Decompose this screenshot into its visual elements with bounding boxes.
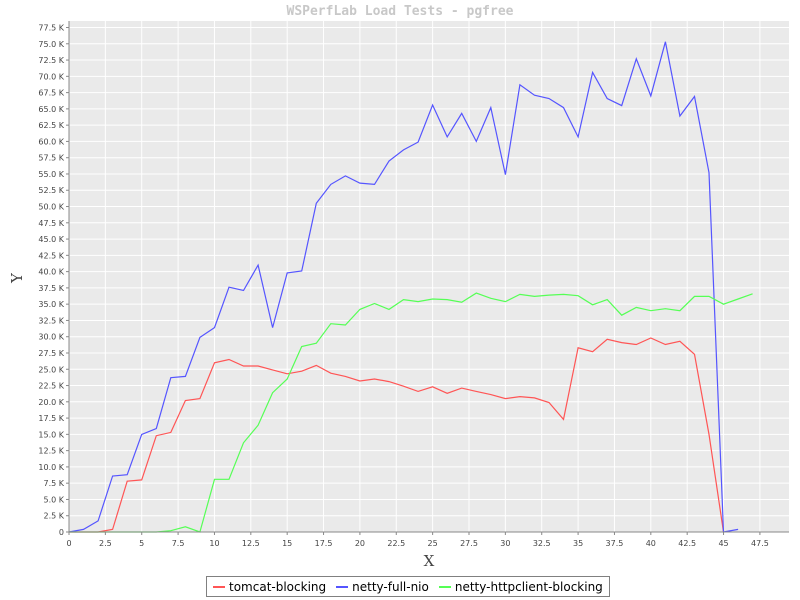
x-tick-label: 22.5 bbox=[387, 539, 405, 548]
x-tick-label: 35 bbox=[573, 539, 583, 548]
y-tick-label: 57.5 K bbox=[38, 154, 64, 163]
x-tick-label: 10 bbox=[209, 539, 219, 548]
y-tick-label: 20.0 K bbox=[38, 398, 64, 407]
legend-item-netty-full-nio: netty-full-nio bbox=[336, 580, 429, 594]
y-axis-ticks: 0 2.5 K 5.0 K 7.5 K 10.0 K 12.5 K 15.0 K 17.5 K… bbox=[38, 24, 69, 537]
y-tick-label: 40.0 K bbox=[38, 268, 64, 277]
legend-label: netty-httpclient-blocking bbox=[454, 579, 603, 594]
y-tick-label: 22.5 K bbox=[38, 382, 64, 391]
x-tick-label: 42.5 bbox=[678, 539, 696, 548]
y-tick-label: 45.0 K bbox=[38, 235, 64, 244]
y-tick-label: 42.5 K bbox=[38, 251, 64, 260]
x-tick-label: 12.5 bbox=[242, 539, 260, 548]
y-tick-label: 47.5 K bbox=[38, 219, 64, 228]
x-tick-label: 47.5 bbox=[751, 539, 769, 548]
y-tick-label: 15.0 K bbox=[38, 430, 64, 439]
y-tick-label: 25.0 K bbox=[38, 365, 64, 374]
x-tick-label: 32.5 bbox=[533, 539, 551, 548]
y-tick-label: 75.0 K bbox=[38, 40, 64, 49]
chart-title: WSPerfLab Load Tests - pgfree bbox=[287, 4, 514, 19]
x-tick-label: 25 bbox=[428, 539, 438, 548]
y-tick-label: 17.5 K bbox=[38, 414, 64, 423]
x-tick-label: 2.5 bbox=[99, 539, 112, 548]
legend-swatch bbox=[336, 585, 349, 588]
x-tick-label: 15 bbox=[282, 539, 292, 548]
y-axis-label: Y bbox=[8, 272, 26, 284]
x-tick-label: 5 bbox=[139, 539, 144, 548]
series-line-netty-httpclient-blocking bbox=[69, 292, 753, 533]
y-tick-label: 27.5 K bbox=[38, 349, 64, 358]
y-tick-label: 0 bbox=[59, 528, 64, 537]
y-tick-label: 55.0 K bbox=[38, 170, 64, 179]
legend-label: netty-full-nio bbox=[352, 579, 429, 594]
y-tick-label: 65.0 K bbox=[38, 105, 64, 114]
y-tick-label: 37.5 K bbox=[38, 284, 64, 293]
x-tick-label: 40 bbox=[646, 539, 656, 548]
legend-label: tomcat-blocking bbox=[229, 579, 327, 594]
legend-swatch bbox=[438, 585, 451, 588]
y-tick-label: 10.0 K bbox=[38, 463, 64, 472]
x-tick-label: 30 bbox=[500, 539, 510, 548]
y-tick-label: 12.5 K bbox=[38, 447, 64, 456]
y-tick-label: 62.5 K bbox=[38, 121, 64, 130]
y-tick-label: 77.5 K bbox=[38, 24, 64, 33]
x-tick-label: 20 bbox=[355, 539, 365, 548]
y-tick-label: 30.0 K bbox=[38, 333, 64, 342]
x-tick-label: 0 bbox=[66, 539, 71, 548]
x-axis-ticks: 0 2.5 5 7.5 10 12.5 15 17.5 20 22.5 25 27.5 30 32.5 35… bbox=[66, 532, 769, 548]
legend-item-tomcat-blocking: tomcat-blocking bbox=[213, 580, 326, 594]
y-tick-label: 2.5 K bbox=[43, 512, 64, 521]
series-line-netty-full-nio bbox=[68, 41, 739, 533]
x-tick-label: 37.5 bbox=[606, 539, 624, 548]
x-tick-label: 17.5 bbox=[315, 539, 333, 548]
legend: tomcat-blocking netty-full-nio netty-httpc… bbox=[206, 576, 610, 597]
x-tick-label: 27.5 bbox=[460, 539, 478, 548]
y-tick-label: 5.0 K bbox=[43, 495, 64, 504]
y-tick-label: 32.5 K bbox=[38, 316, 64, 325]
series-line-tomcat-blocking bbox=[69, 337, 725, 533]
x-tick-label: 7.5 bbox=[172, 539, 185, 548]
y-tick-label: 50.0 K bbox=[38, 203, 64, 212]
x-axis-label: X bbox=[424, 552, 435, 570]
grid-lines bbox=[68, 21, 789, 533]
y-tick-label: 35.0 K bbox=[38, 300, 64, 309]
y-tick-label: 60.0 K bbox=[38, 137, 64, 146]
legend-item-netty-httpclient-blocking: netty-httpclient-blocking bbox=[438, 579, 603, 594]
y-tick-label: 67.5 K bbox=[38, 89, 64, 98]
x-tick-label: 45 bbox=[718, 539, 728, 548]
y-tick-label: 7.5 K bbox=[43, 479, 64, 488]
y-tick-label: 70.0 K bbox=[38, 72, 64, 81]
y-tick-label: 52.5 K bbox=[38, 186, 64, 195]
plot-area bbox=[69, 21, 789, 532]
legend-swatch bbox=[213, 585, 225, 588]
series-layer bbox=[68, 41, 753, 533]
y-tick-label: 72.5 K bbox=[38, 56, 64, 65]
